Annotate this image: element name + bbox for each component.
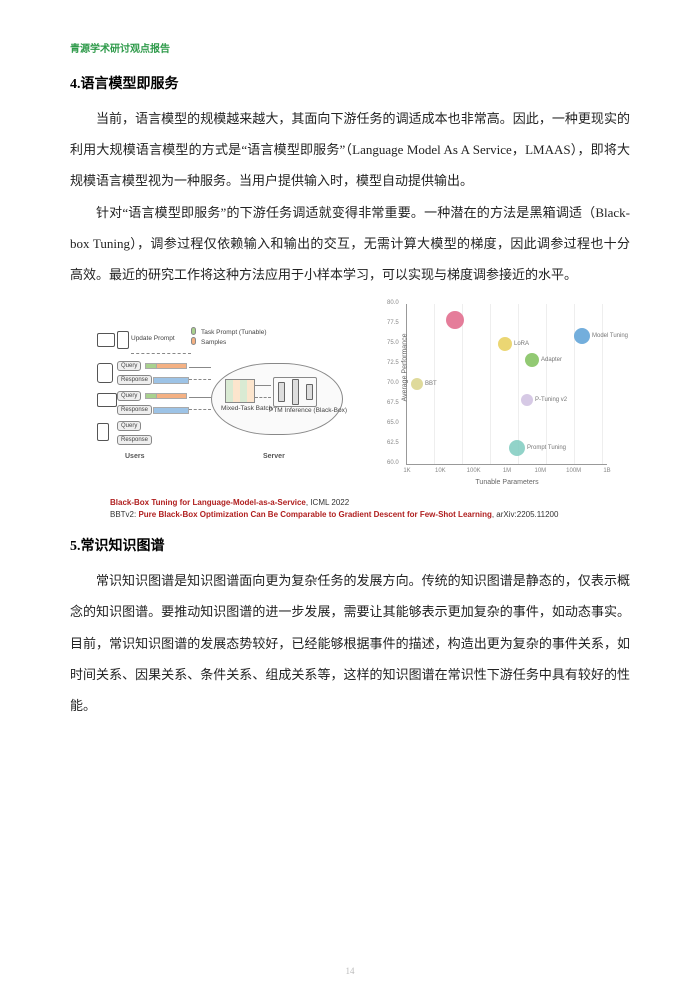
figure-block: Update Prompt Task Prompt (Tunable) Samp… bbox=[70, 304, 630, 489]
arrow-icon bbox=[189, 367, 211, 368]
citation-block: Black-Box Tuning for Language-Model-as-a… bbox=[110, 497, 630, 521]
x-tick: 10K bbox=[435, 468, 446, 474]
citation-1: Black-Box Tuning for Language-Model-as-a… bbox=[110, 497, 630, 509]
x-axis-label: Tunable Parameters bbox=[475, 479, 538, 486]
arrow-icon bbox=[189, 409, 211, 410]
y-tick: 67.5 bbox=[387, 400, 399, 406]
arrow-icon bbox=[255, 397, 271, 398]
x-tick: 1M bbox=[503, 468, 511, 474]
samples-chip bbox=[191, 337, 196, 345]
section5-para1: 常识知识图谱是知识图谱面向更为复杂任务的发展方向。传统的知识图谱是静态的，仅表示… bbox=[70, 565, 630, 721]
scatter-point-label: Model Tuning bbox=[592, 333, 628, 339]
section4-para1: 当前，语言模型的规模越来越大，其面向下游任务的调适成本也非常高。因此，一种更现实… bbox=[70, 103, 630, 197]
series-label: 青源学术研讨观点报告 bbox=[70, 40, 630, 55]
scatter-point bbox=[574, 328, 590, 344]
y-tick: 80.0 bbox=[387, 300, 399, 306]
x-tick: 10M bbox=[534, 468, 546, 474]
arrow-icon bbox=[131, 353, 191, 354]
laptop-icon bbox=[97, 393, 117, 407]
label-mixed-batch: Mixed-Task Batch bbox=[221, 405, 259, 412]
y-tick: 70.0 bbox=[387, 380, 399, 386]
y-tick: 72.5 bbox=[387, 360, 399, 366]
y-tick: 62.5 bbox=[387, 440, 399, 446]
citation-2: BBTv2: Pure Black-Box Optimization Can B… bbox=[110, 509, 630, 521]
x-tick: 100K bbox=[467, 468, 481, 474]
y-tick: 65.0 bbox=[387, 420, 399, 426]
label-query: Query bbox=[117, 361, 141, 371]
scatter-point-label: Adapter bbox=[541, 357, 562, 363]
scatter-point-label: LoRA bbox=[514, 341, 529, 347]
label-response: Response bbox=[117, 375, 152, 385]
monitor-icon bbox=[97, 333, 115, 347]
label-task-prompt: Task Prompt (Tunable) bbox=[201, 329, 267, 336]
phone-icon bbox=[97, 363, 113, 383]
phone-icon bbox=[117, 331, 129, 349]
arrow-icon bbox=[189, 379, 211, 380]
scatter-point-label: Prompt Tuning bbox=[527, 445, 566, 451]
label-query: Query bbox=[117, 421, 141, 431]
label-samples: Samples bbox=[201, 339, 226, 346]
y-tick: 75.0 bbox=[387, 340, 399, 346]
prompt-chip bbox=[191, 327, 196, 335]
label-response: Response bbox=[117, 405, 152, 415]
arrow-icon bbox=[255, 385, 271, 386]
y-axis-label: Average Performance bbox=[401, 334, 408, 402]
label-ptm: PTM Inference (Black-Box) bbox=[269, 407, 321, 414]
token-strip bbox=[145, 393, 187, 399]
x-tick: 1B bbox=[603, 468, 610, 474]
label-response: Response bbox=[117, 435, 152, 445]
column-users: Users bbox=[125, 453, 144, 460]
x-tick: 100M bbox=[566, 468, 581, 474]
section4-para2: 针对“语言模型即服务”的下游任务调适就变得非常重要。一种潜在的方法是黑箱调适（B… bbox=[70, 197, 630, 291]
phone-icon bbox=[97, 423, 109, 441]
scatter-point bbox=[498, 337, 512, 351]
label-update-prompt: Update Prompt bbox=[131, 335, 175, 342]
scatter-wrap: Average Performance Tunable Parameters 6… bbox=[368, 304, 607, 489]
x-tick: 1K bbox=[403, 468, 410, 474]
y-tick: 60.0 bbox=[387, 460, 399, 466]
response-strip bbox=[153, 407, 189, 414]
section5-title: 5.常识知识图谱 bbox=[70, 535, 630, 555]
column-server: Server bbox=[263, 453, 285, 460]
ptm-inference-box bbox=[273, 377, 317, 407]
token-strip bbox=[145, 363, 187, 369]
scatter-plot: Average Performance Tunable Parameters 6… bbox=[406, 304, 607, 465]
response-strip bbox=[153, 377, 189, 384]
section4-title: 4.语言模型即服务 bbox=[70, 73, 630, 93]
mixed-task-batch bbox=[225, 379, 255, 403]
scatter-point bbox=[509, 440, 525, 456]
scatter-point bbox=[411, 378, 423, 390]
scatter-point-label: BBT bbox=[425, 381, 437, 387]
scatter-point bbox=[521, 394, 533, 406]
y-tick: 77.5 bbox=[387, 320, 399, 326]
scatter-point bbox=[446, 311, 464, 329]
label-query: Query bbox=[117, 391, 141, 401]
page-number: 14 bbox=[0, 966, 700, 976]
arrow-icon bbox=[189, 397, 211, 398]
scatter-point-label: P-Tuning v2 bbox=[535, 397, 567, 403]
architecture-diagram: Update Prompt Task Prompt (Tunable) Samp… bbox=[93, 327, 348, 467]
scatter-point bbox=[525, 353, 539, 367]
